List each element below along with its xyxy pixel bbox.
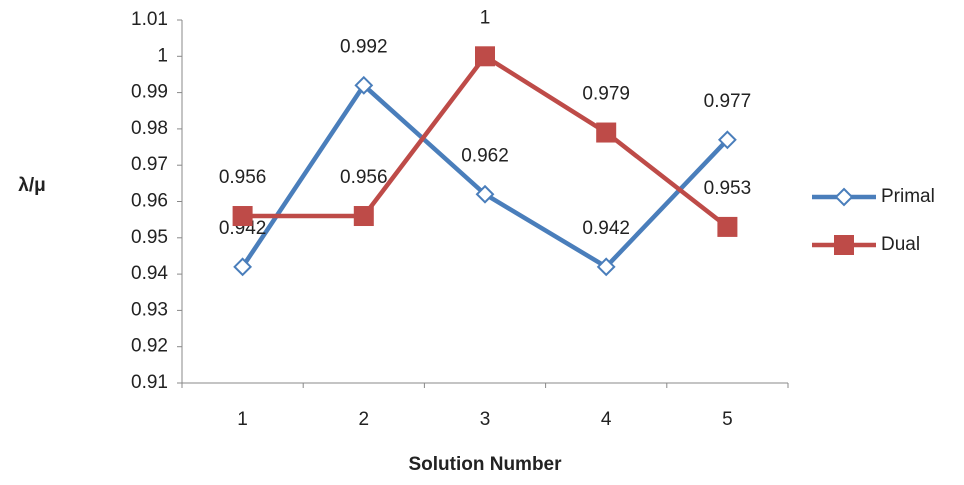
series-line [240, 83, 730, 270]
x-tick-label: 1 [237, 409, 248, 430]
y-tick-label: 0.98 [131, 118, 168, 139]
y-tick-label: 0.96 [131, 191, 168, 212]
marker [717, 130, 737, 150]
y-tick-label: 1 [157, 45, 168, 66]
y-tick-label: 0.99 [131, 82, 168, 103]
y-tick-label: 1.01 [131, 9, 168, 30]
data-label: 0.962 [461, 145, 509, 166]
x-tick-label: 4 [601, 409, 612, 430]
y-tick-label: 0.93 [131, 299, 168, 320]
data-label: 0.979 [582, 84, 630, 105]
data-label: 0.942 [582, 218, 630, 239]
marker [233, 257, 253, 277]
data-label: 0.956 [340, 167, 388, 188]
x-tick-label: 3 [480, 409, 491, 430]
marker [475, 184, 495, 204]
y-tick-label: 0.97 [131, 154, 168, 175]
legend-label: Primal [881, 186, 935, 207]
marker [596, 257, 616, 277]
data-label: 0.942 [219, 218, 267, 239]
marker [596, 122, 617, 143]
marker [232, 206, 253, 227]
data-label: 1 [480, 7, 491, 28]
x-tick-label: 2 [359, 409, 370, 430]
legend-label: Dual [881, 234, 920, 255]
y-tick-label: 0.92 [131, 336, 168, 357]
marker [353, 206, 374, 227]
data-label: 0.977 [704, 91, 752, 112]
x-tick-label: 5 [722, 409, 733, 430]
data-label: 0.956 [219, 167, 267, 188]
x-axis-title: Solution Number [408, 454, 562, 475]
y-tick-label: 0.95 [131, 227, 168, 248]
marker [834, 235, 854, 255]
marker [354, 75, 374, 95]
data-label: 0.953 [704, 178, 752, 199]
y-axis-title: λ/μ [18, 175, 45, 196]
data-label: 0.992 [340, 36, 388, 57]
marker [717, 216, 738, 237]
marker [834, 187, 854, 207]
y-tick-label: 0.91 [131, 372, 168, 393]
y-tick-label: 0.94 [131, 263, 168, 284]
marker [475, 46, 495, 67]
